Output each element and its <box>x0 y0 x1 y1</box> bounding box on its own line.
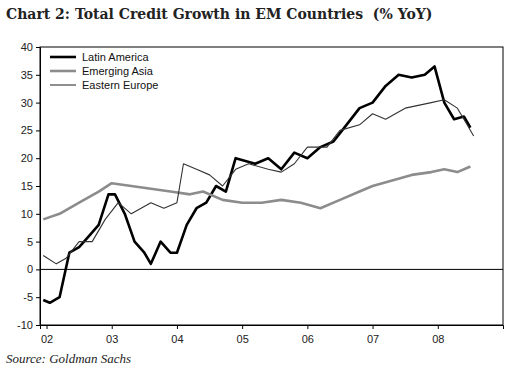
y-tick-mark <box>36 269 40 270</box>
source: Source: Goldman Sachs <box>6 351 131 366</box>
y-tick-mark <box>36 214 40 215</box>
x-tick: 06 <box>302 325 314 345</box>
y-tick: 5 <box>27 236 40 248</box>
chart: Chart 2: Total Credit Growth in EM Count… <box>0 0 520 369</box>
y-tick-label: 10 <box>21 208 33 220</box>
x-tick-label: 05 <box>237 333 249 345</box>
legend-label: Emerging Asia <box>82 65 154 77</box>
x-tick-label: 03 <box>106 333 118 345</box>
x-tick: 08 <box>432 325 444 345</box>
x-axis-line <box>41 326 504 330</box>
plot-frame <box>40 47 503 325</box>
plot: -10-5051015202530354002030405060708Latin… <box>17 41 503 345</box>
lines <box>43 66 473 302</box>
x-tick: 04 <box>171 325 183 345</box>
y-tick: 25 <box>21 124 40 136</box>
y-tick: -5 <box>23 291 40 303</box>
y-tick: 15 <box>21 180 40 192</box>
legend-label: Latin America <box>82 51 150 63</box>
y-axis: -10 -5 0 5 10 15 20 25 30 35 40 <box>17 41 40 331</box>
y-tick-label: 0 <box>27 263 33 275</box>
y-tick-label: -10 <box>17 319 33 331</box>
y-tick-mark <box>36 75 40 76</box>
y-tick-mark <box>36 103 40 104</box>
legend: Latin America Emerging Asia Eastern Europe <box>50 51 158 91</box>
x-tick: 03 <box>106 325 118 345</box>
series-line <box>43 100 473 264</box>
y-tick-mark <box>36 325 40 326</box>
y-tick-label: 15 <box>21 180 33 192</box>
x-tick-mark <box>307 325 308 329</box>
y-tick: 0 <box>27 263 40 275</box>
series-line <box>43 167 470 220</box>
x-tick-mark <box>373 325 374 329</box>
y-tick: 35 <box>21 69 40 81</box>
y-tick: 30 <box>21 97 40 109</box>
y-tick-mark <box>36 242 40 243</box>
series-line <box>43 66 470 302</box>
x-tick-label: 08 <box>432 333 444 345</box>
y-tick-label: 35 <box>21 69 33 81</box>
y-tick-label: -5 <box>23 291 33 303</box>
x-tick-mark <box>177 325 178 329</box>
y-tick-label: 30 <box>21 97 33 109</box>
zero-line <box>40 269 503 270</box>
x-tick-mark <box>47 325 48 329</box>
y-tick-label: 40 <box>21 41 33 53</box>
legend-item: Latin America <box>50 51 150 63</box>
x-tick-label: 07 <box>367 333 379 345</box>
y-tick-mark <box>36 297 40 298</box>
x-tick-label: 02 <box>41 333 53 345</box>
y-tick-mark <box>36 130 40 131</box>
y-tick: -10 <box>17 319 40 331</box>
y-tick-mark <box>36 47 40 48</box>
x-tick-mark <box>438 325 439 329</box>
legend-item: Emerging Asia <box>50 65 154 77</box>
x-tick: 02 <box>41 325 53 345</box>
y-tick: 20 <box>21 152 40 164</box>
y-tick-mark <box>36 158 40 159</box>
x-tick: 07 <box>367 325 379 345</box>
y-tick-mark <box>36 186 40 187</box>
title: Chart 2: Total Credit Growth in EM Count… <box>6 6 432 22</box>
x-tick-mark <box>112 325 113 329</box>
legend-item: Eastern Europe <box>50 79 158 91</box>
y-tick: 40 <box>21 41 40 53</box>
x-tick: 05 <box>237 325 249 345</box>
y-tick: 10 <box>21 208 40 220</box>
legend-swatch <box>50 56 76 59</box>
y-tick-label: 25 <box>21 124 33 136</box>
legend-label: Eastern Europe <box>82 79 158 91</box>
x-axis: 02 03 04 05 06 07 08 <box>41 325 504 345</box>
y-tick-label: 20 <box>21 152 33 164</box>
y-tick-label: 5 <box>27 236 33 248</box>
legend-swatch <box>50 84 76 85</box>
x-tick-label: 04 <box>171 333 183 345</box>
x-tick-label: 06 <box>302 333 314 345</box>
legend-swatch <box>50 70 76 73</box>
x-tick-mark <box>242 325 243 329</box>
